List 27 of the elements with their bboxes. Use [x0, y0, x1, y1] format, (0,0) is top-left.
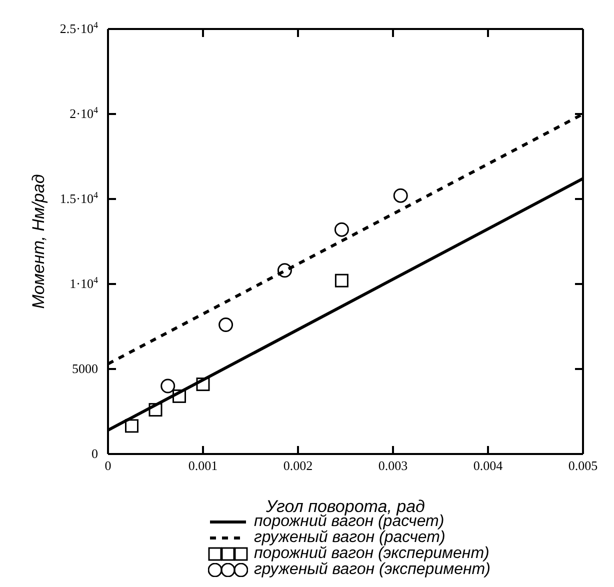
point	[196, 378, 210, 392]
x-tick-label: 0.005	[568, 458, 598, 473]
x-tick-label: 0.004	[473, 458, 504, 473]
point	[334, 274, 348, 288]
legend-label: порожний вагон (эксперимент)	[254, 545, 490, 562]
y-tick-label: 2·10$^{4}$	[70, 105, 98, 121]
y-tick-label: 5000	[72, 361, 98, 376]
point	[218, 318, 234, 332]
x-tick-label: 0.002	[283, 458, 313, 473]
y-axis-title: Момент, Нм/рад	[29, 174, 48, 309]
y-tick-label: 1·10$^{4}$	[70, 275, 98, 291]
point	[125, 419, 138, 433]
point	[277, 263, 292, 278]
point	[172, 389, 186, 403]
point	[393, 188, 408, 203]
point	[334, 222, 349, 237]
x-tick-label: 0.003	[378, 458, 408, 473]
legend-label: груженый вагон (расчет)	[254, 529, 446, 546]
y-tick-label: 2.5·10$^{4}$	[60, 20, 98, 36]
y-tick-label: 1.5·10$^{4}$	[60, 190, 98, 206]
x-axis-title: Угол поворота, рад	[265, 497, 425, 516]
legend-label: груженый вагон (эксперимент)	[254, 561, 490, 578]
x-tick-label: 0.001	[188, 458, 218, 473]
point	[148, 403, 162, 417]
y-tick-label: 0	[92, 446, 98, 461]
point	[160, 378, 176, 394]
x-tick-label: 0	[104, 458, 112, 473]
